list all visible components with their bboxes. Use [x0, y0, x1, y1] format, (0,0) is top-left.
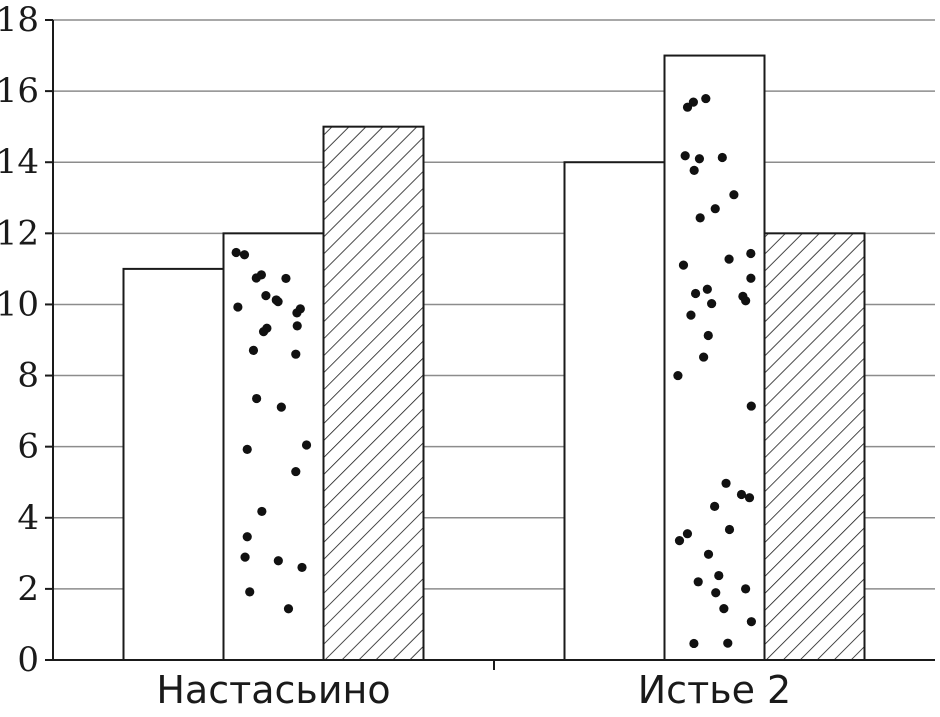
y-tick-label: 6 [17, 427, 39, 467]
dot-mark [291, 466, 301, 477]
dot-mark [693, 577, 703, 587]
dot-mark [297, 562, 307, 573]
dot-mark [233, 302, 243, 312]
bar-hatch [322, 125, 425, 661]
y-tick-label: 12 [0, 213, 39, 253]
dot-mark [703, 549, 714, 559]
hatch-fill [764, 233, 865, 661]
dot-mark [741, 296, 751, 306]
hatch-fill [323, 126, 424, 660]
y-tick-label: 8 [17, 356, 39, 396]
dot-mark [699, 352, 709, 362]
bars [122, 54, 866, 662]
dot-mark [257, 506, 267, 517]
y-tick-label: 10 [0, 284, 39, 324]
dot-mark [281, 273, 291, 284]
dot-mark [291, 349, 301, 359]
axes [52, 20, 935, 670]
bar-fill [564, 162, 665, 660]
y-tick-label: 18 [0, 0, 39, 40]
y-tick-label: 4 [17, 498, 39, 538]
category-label: Истье 2 [638, 668, 791, 712]
dot-mark [242, 532, 252, 542]
bar-fill [123, 268, 224, 660]
dot-mark [248, 345, 259, 355]
dot-mark [271, 295, 281, 305]
y-tick-label: 16 [0, 71, 39, 111]
dot-mark [301, 440, 312, 450]
dot-mark [689, 165, 699, 175]
dot-mark [292, 321, 302, 331]
dot-mark [245, 587, 255, 597]
category-labels: Настасьино Истье 2 [156, 668, 791, 712]
dot-mark [710, 501, 720, 511]
dot-mark [724, 524, 735, 535]
y-tick-label: 14 [0, 142, 39, 182]
dot-mark [682, 102, 693, 112]
bar-plain [563, 161, 666, 661]
dot-mark [231, 247, 241, 258]
dot-mark [276, 402, 286, 412]
bar-dots [222, 232, 325, 661]
dot-mark [680, 151, 690, 161]
dot-mark [703, 330, 713, 341]
dot-mark [673, 370, 683, 381]
category-label: Настасьино [156, 668, 390, 712]
y-tick-label: 0 [17, 640, 39, 680]
dot-mark [242, 444, 252, 455]
bar-hatch [763, 232, 866, 661]
dot-mark [746, 401, 756, 411]
dot-mark [695, 213, 705, 223]
dot-mark [717, 152, 727, 163]
dot-mark [689, 638, 699, 649]
dot-mark [261, 291, 271, 301]
dot-mark [690, 288, 701, 299]
bar-plain [122, 267, 225, 661]
dot-mark [262, 323, 272, 333]
dot-mark [711, 588, 721, 598]
dot-mark [701, 93, 711, 104]
dot-mark [719, 604, 729, 614]
dot-mark [729, 190, 739, 200]
dot-mark [724, 254, 734, 264]
dot-mark [746, 273, 756, 283]
dot-mark [283, 604, 294, 614]
bar-dots [663, 54, 766, 662]
dot-mark [686, 310, 696, 320]
y-tick-labels: 0 2 4 6 8 10 12 14 16 18 [0, 0, 53, 680]
y-tick-label: 2 [17, 569, 39, 609]
bar-fill [664, 55, 765, 661]
dot-mark [702, 284, 712, 294]
dot-mark [746, 248, 756, 259]
dot-mark [694, 154, 705, 164]
dot-mark [239, 250, 250, 260]
dot-mark [682, 529, 693, 539]
dot-mark [707, 298, 717, 309]
dot-mark [678, 260, 689, 270]
dot-mark [746, 617, 756, 627]
dot-mark [714, 570, 724, 581]
dot-mark [273, 556, 283, 566]
dot-mark [256, 270, 266, 280]
dot-mark [723, 638, 733, 648]
dot-mark [240, 552, 250, 562]
dot-mark [721, 478, 731, 488]
dot-mark [710, 204, 720, 214]
dot-mark [741, 584, 751, 594]
dot-mark [292, 308, 302, 318]
dot-mark [736, 489, 747, 500]
dot-mark [744, 493, 755, 503]
dot-mark [674, 536, 685, 546]
dot-mark [252, 393, 262, 404]
